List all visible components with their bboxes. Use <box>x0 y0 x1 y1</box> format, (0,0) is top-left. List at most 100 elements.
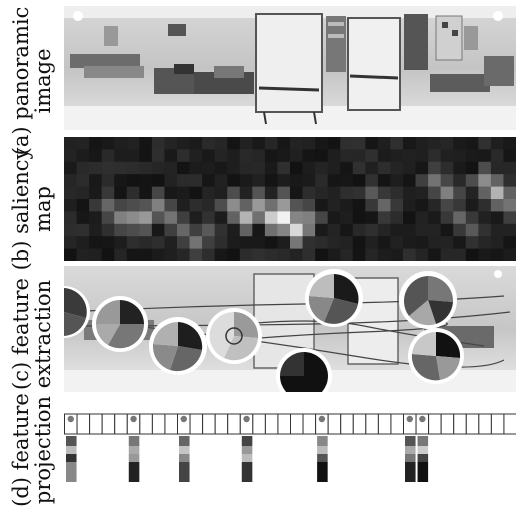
saliency-cell <box>164 199 178 212</box>
saliency-cell <box>202 199 216 212</box>
saliency-cell <box>415 199 429 212</box>
saliency-cell <box>227 174 241 188</box>
saliency-cell <box>164 161 178 175</box>
projection-marker-dot <box>130 415 137 423</box>
saliency-cell <box>64 211 78 225</box>
saliency-cell <box>239 248 253 261</box>
saliency-cell <box>177 248 191 261</box>
saliency-cell <box>290 161 304 175</box>
projection-feature-bar <box>317 436 328 446</box>
saliency-cell <box>89 236 103 250</box>
saliency-cell <box>151 199 165 212</box>
saliency-cell <box>340 211 354 225</box>
saliency-cell <box>365 248 379 261</box>
saliency-cell <box>403 161 417 175</box>
saliency-cell <box>428 149 442 163</box>
saliency-cell <box>277 248 291 261</box>
projection-cell <box>465 413 480 435</box>
projection-feature-bar <box>417 436 429 446</box>
saliency-cell <box>164 149 178 163</box>
feature-pie <box>276 348 332 392</box>
saliency-cell <box>252 236 266 250</box>
saliency-cell <box>202 211 216 225</box>
saliency-cell <box>340 186 354 200</box>
saliency-cell <box>114 248 128 261</box>
label-c-line1: (c) feature <box>9 278 33 390</box>
saliency-cell <box>277 161 291 175</box>
saliency-cell <box>390 236 404 250</box>
saliency-cell <box>202 174 216 188</box>
saliency-cell <box>302 174 316 188</box>
saliency-cell <box>177 161 191 175</box>
saliency-cell <box>315 137 329 150</box>
saliency-cell <box>126 137 140 150</box>
saliency-map <box>64 137 516 261</box>
saliency-cell <box>227 236 241 250</box>
feature-pie <box>92 296 148 352</box>
saliency-cell <box>89 223 103 237</box>
saliency-cell <box>415 137 429 150</box>
saliency-cell <box>478 186 492 200</box>
saliency-cell <box>264 161 278 175</box>
saliency-cell <box>139 174 153 188</box>
saliency-cell <box>390 161 404 175</box>
saliency-cell <box>227 248 241 261</box>
saliency-cell <box>440 236 454 250</box>
projection-cell <box>227 413 241 435</box>
projection-marker-dot <box>406 415 413 423</box>
saliency-cell <box>64 186 78 200</box>
saliency-cell <box>403 211 417 225</box>
saliency-cell <box>202 236 216 250</box>
saliency-cell <box>214 199 228 212</box>
saliency-cell <box>264 186 278 200</box>
saliency-cell <box>340 236 354 250</box>
saliency-cell <box>478 211 492 225</box>
saliency-cell <box>315 211 329 225</box>
saliency-cell <box>126 236 140 250</box>
saliency-cell <box>352 137 366 150</box>
saliency-cell <box>252 137 266 150</box>
saliency-cell <box>76 149 90 163</box>
saliency-cell <box>315 149 329 163</box>
saliency-cell <box>101 186 115 200</box>
saliency-cell <box>465 248 479 261</box>
projection-cell <box>264 413 279 435</box>
saliency-cell <box>252 248 266 261</box>
saliency-cell <box>89 199 103 212</box>
saliency-cell <box>264 174 278 188</box>
saliency-cell <box>327 149 341 163</box>
saliency-cell <box>239 161 253 175</box>
saliency-cell <box>377 149 391 163</box>
projection-feature-bar <box>317 462 328 482</box>
saliency-cell <box>164 211 178 225</box>
saliency-cell <box>89 174 103 188</box>
saliency-cell <box>239 174 253 188</box>
saliency-cell <box>327 236 341 250</box>
saliency-cell <box>315 174 329 188</box>
saliency-cell <box>64 236 78 250</box>
saliency-cell <box>365 211 379 225</box>
saliency-cell <box>214 248 228 261</box>
saliency-cell <box>352 186 366 200</box>
saliency-cell <box>214 149 228 163</box>
saliency-cell <box>490 137 504 150</box>
projection-marker-dot <box>180 415 187 423</box>
saliency-cell <box>327 248 341 261</box>
projection-cell <box>89 413 103 435</box>
saliency-cell <box>151 223 165 237</box>
saliency-cell <box>352 223 366 237</box>
projection-feature-bar <box>405 436 416 446</box>
projection-marker-dot <box>318 415 326 423</box>
saliency-cell <box>352 248 366 261</box>
saliency-cell <box>114 211 128 225</box>
feature-pie <box>408 328 464 384</box>
projection-feature-bar <box>128 462 140 482</box>
projection-cell <box>503 413 516 435</box>
saliency-cell <box>302 137 316 150</box>
saliency-cell <box>302 236 316 250</box>
saliency-cell <box>390 248 404 261</box>
saliency-cell <box>352 161 366 175</box>
saliency-cell <box>490 211 504 225</box>
saliency-cell <box>478 236 492 250</box>
saliency-cell <box>164 223 178 237</box>
